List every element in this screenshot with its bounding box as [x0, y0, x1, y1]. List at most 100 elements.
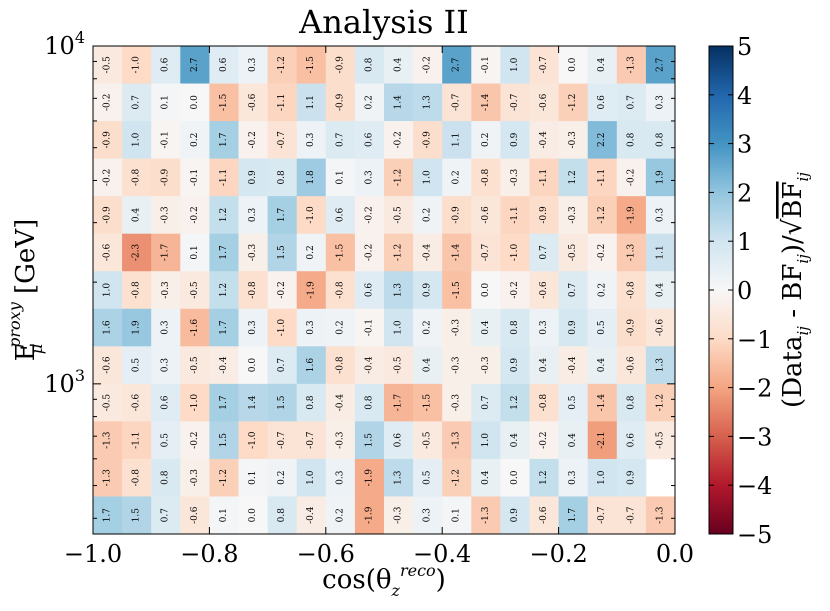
heatmap-cell — [529, 496, 559, 535]
heatmap-cell — [384, 308, 414, 347]
cell-value-label: 0.2 — [452, 170, 462, 184]
x-tick-label: −0.8 — [180, 540, 238, 568]
cell-value-label: 1.0 — [481, 433, 491, 448]
cell-value-label: 1.0 — [394, 320, 404, 335]
heatmap-cell — [413, 383, 443, 422]
heatmap-cell — [587, 383, 618, 422]
cell-value-label: -1.1 — [219, 169, 229, 186]
cell-value-label: -0.4 — [364, 356, 374, 374]
cell-value-label: 0.2 — [306, 245, 316, 259]
heatmap-cell — [325, 121, 356, 160]
heatmap-cell — [93, 421, 123, 460]
heatmap-cell — [587, 196, 618, 235]
cell-value-label: 0.0 — [248, 358, 258, 373]
cell-value-label: -0.3 — [161, 281, 171, 299]
heatmap-cell — [442, 346, 472, 385]
cell-value-label: -0.2 — [190, 431, 200, 448]
heatmap-cell — [180, 421, 210, 460]
heatmap-cell — [616, 496, 647, 535]
cell-value-label: 0.3 — [655, 95, 665, 110]
cell-value-label: -0.2 — [394, 131, 404, 148]
cell-value-label: 0.7 — [539, 245, 549, 260]
cell-value-label: 0.2 — [190, 133, 200, 147]
cell-value-label: 0.3 — [306, 320, 316, 335]
cell-value-label: 2.2 — [597, 133, 607, 147]
cell-value-label: 1.7 — [568, 508, 578, 523]
heatmap-cell — [296, 496, 327, 535]
heatmap-cell — [442, 308, 472, 347]
y-axis-label: Eμproxy [GeV] — [5, 219, 46, 361]
cell-value-label: -0.2 — [510, 281, 520, 298]
heatmap-cell — [238, 233, 268, 272]
cell-value-label: 1.7 — [103, 508, 113, 523]
cell-value-label: -0.8 — [248, 281, 258, 299]
cell-value-label: 1.3 — [394, 470, 404, 485]
heatmap-cell — [93, 346, 123, 385]
cell-value-label: 0.2 — [277, 471, 287, 485]
heatmap-cell — [209, 421, 239, 460]
heatmap-cell — [296, 158, 327, 197]
x-axis-ticks: −1.0 −0.8 −0.6 −0.4 −0.2 0.0 — [64, 46, 694, 568]
colorbar-tick-label: 3 — [737, 131, 752, 159]
cell-value-label: -1.3 — [103, 431, 113, 449]
heatmap-cell — [296, 308, 327, 347]
heatmap-cell — [267, 271, 298, 310]
heatmap-cell — [267, 346, 298, 385]
cell-value-label: -0.6 — [190, 506, 200, 524]
heatmap-cell — [93, 83, 123, 122]
cell-value-label: -0.2 — [626, 169, 636, 186]
colorbar-tick-label: 0 — [737, 277, 752, 305]
heatmap-cell — [384, 496, 414, 535]
cell-value-label: 0.3 — [248, 208, 258, 223]
cell-value-label: -1.4 — [481, 93, 491, 111]
heatmap-cell — [587, 421, 618, 460]
cell-value-label: -0.7 — [452, 93, 462, 111]
heatmap-cell — [645, 346, 676, 385]
heatmap-cell — [384, 271, 414, 310]
cell-value-label: 1.3 — [423, 95, 433, 110]
heatmap-cell — [122, 383, 152, 422]
heatmap-cell — [645, 233, 676, 272]
cell-value-label: 1.1 — [306, 95, 316, 109]
heatmap-cell — [616, 271, 647, 310]
cell-value-label: -0.5 — [655, 431, 665, 449]
cell-value-label: 0.1 — [161, 95, 171, 109]
cell-value-label: -0.6 — [626, 356, 636, 374]
heatmap-cell — [238, 346, 268, 385]
cell-value-label: -0.3 — [335, 431, 345, 449]
cell-value-label: 0.9 — [510, 358, 520, 373]
heatmap-cell — [354, 158, 385, 197]
heatmap-cell — [413, 308, 443, 347]
cell-value-label: -0.3 — [248, 244, 258, 262]
cell-value-label: 0.5 — [132, 358, 142, 373]
heatmap-cell — [500, 383, 530, 422]
cell-value-label: 0.9 — [510, 508, 520, 523]
heatmap-cell — [180, 383, 210, 422]
cell-value-label: -0.4 — [568, 356, 578, 374]
cell-value-label: 0.1 — [452, 508, 462, 522]
heatmap-cell — [354, 308, 385, 347]
heatmap-cell — [529, 83, 559, 122]
heatmap-cell — [296, 121, 327, 160]
heatmap-cell — [500, 496, 530, 535]
cell-value-label: -1.2 — [655, 394, 665, 411]
cell-value-label: 0.6 — [161, 395, 171, 410]
heatmap-cell — [354, 458, 385, 497]
cell-value-label: -0.9 — [626, 319, 636, 337]
heatmap-cell — [296, 346, 327, 385]
heatmap-cell — [151, 46, 181, 84]
heatmap-cell — [180, 346, 210, 385]
heatmap-cell — [384, 83, 414, 122]
cell-value-label: -0.8 — [539, 394, 549, 412]
cell-value-label: 0.7 — [568, 283, 578, 298]
cell-value-label: -1.4 — [597, 394, 607, 412]
heatmap-cell — [413, 233, 443, 272]
cell-value-label: 0.7 — [161, 508, 171, 523]
cell-value-label: 0.8 — [277, 170, 287, 185]
cell-value-label: -0.4 — [219, 356, 229, 374]
colorbar-tick-label: 5 — [737, 33, 752, 61]
cell-value-label: 1.4 — [248, 395, 258, 410]
cell-value-label: 0.8 — [510, 320, 520, 335]
cell-value-label: -0.8 — [132, 168, 142, 186]
cell-value-label: 1.2 — [539, 471, 549, 485]
